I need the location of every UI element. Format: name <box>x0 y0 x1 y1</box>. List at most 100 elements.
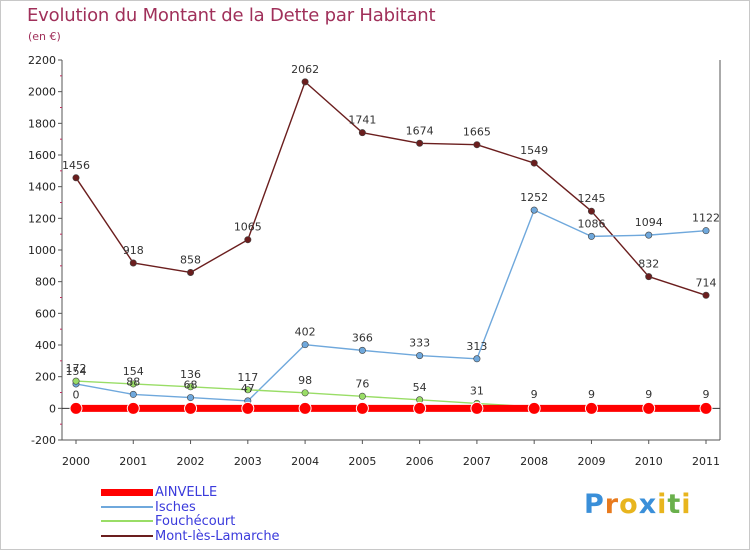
series-line-1 <box>75 209 707 402</box>
y-tick-label: 0 <box>49 402 56 415</box>
data-point <box>129 380 137 388</box>
data-point <box>244 236 252 244</box>
x-tick-label: 2005 <box>348 455 376 468</box>
data-label: 1065 <box>234 221 262 234</box>
legend-swatch-mont-les-lamarche <box>101 534 153 537</box>
data-point <box>301 389 309 397</box>
data-point <box>187 383 195 391</box>
data-label: 832 <box>638 258 659 271</box>
data-point <box>358 129 366 137</box>
data-label: 1674 <box>406 124 434 137</box>
data-point <box>358 392 366 400</box>
y-tick-label: 1800 <box>28 117 56 130</box>
data-label: 333 <box>409 337 430 350</box>
brand-logo: Proxiti <box>584 489 692 520</box>
brand-letter: r <box>604 489 620 520</box>
brand-letter: i <box>681 489 692 520</box>
legend: AINVELLE Isches Fouchécourt Mont-lès-Lam… <box>101 485 361 544</box>
legend-label-isches: Isches <box>155 499 196 515</box>
data-label: 714 <box>696 276 717 289</box>
legend-swatch-isches <box>101 505 153 508</box>
data-point <box>301 78 309 86</box>
data-label: 1245 <box>577 192 605 205</box>
data-point <box>298 401 312 415</box>
y-tick-label: 200 <box>35 371 56 384</box>
x-tick-label: 2007 <box>463 455 491 468</box>
data-label: 1086 <box>577 217 605 230</box>
data-label: 402 <box>295 326 316 339</box>
data-label: 1122 <box>692 212 720 225</box>
x-tick-label: 2008 <box>520 455 548 468</box>
x-tick-label: 2000 <box>62 455 90 468</box>
x-tick-label: 2010 <box>635 455 663 468</box>
data-point <box>72 174 80 182</box>
x-tick-label: 2011 <box>692 455 720 468</box>
legend-swatch-ainvelle <box>101 489 153 496</box>
data-label: 858 <box>180 253 201 266</box>
data-point <box>301 341 309 349</box>
x-tick-label: 2002 <box>177 455 205 468</box>
x-tick-label: 2006 <box>406 455 434 468</box>
data-label: 2062 <box>291 63 319 76</box>
data-point <box>470 401 484 415</box>
data-label: 1665 <box>463 126 491 139</box>
chart-subtitle: (en €) <box>28 30 61 43</box>
y-tick-label: 400 <box>35 339 56 352</box>
data-point <box>244 386 252 394</box>
legend-swatch-fouchecourt <box>101 520 153 522</box>
y-tick-label: -200 <box>31 434 56 447</box>
data-label: 172 <box>66 362 87 375</box>
data-label: 9 <box>588 388 595 401</box>
chart-title: Evolution du Montant de la Dette par Hab… <box>27 5 436 26</box>
data-label: 1252 <box>520 191 548 204</box>
data-point <box>587 207 595 215</box>
data-label: 47 <box>241 382 255 395</box>
brand-letter: o <box>619 489 639 520</box>
data-label: 9 <box>703 388 710 401</box>
data-point <box>187 268 195 276</box>
data-point <box>645 231 653 239</box>
legend-item-mont-les-lamarche: Mont-lès-Lamarche <box>101 529 361 544</box>
data-point <box>355 401 369 415</box>
data-point <box>587 232 595 240</box>
data-point <box>416 139 424 147</box>
data-point <box>129 259 137 267</box>
data-label: 68 <box>184 379 198 392</box>
brand-letter: x <box>638 489 658 520</box>
data-point <box>129 390 137 398</box>
data-label: 313 <box>466 340 487 353</box>
data-point <box>126 401 140 415</box>
data-label: 1456 <box>62 159 90 172</box>
data-point <box>241 401 255 415</box>
data-label: 1549 <box>520 144 548 157</box>
data-point <box>530 206 538 214</box>
data-label: 98 <box>298 374 312 387</box>
legend-item-fouchecourt: Fouchécourt <box>101 514 361 529</box>
data-label: 918 <box>123 244 144 257</box>
data-point <box>645 273 653 281</box>
brand-letter: t <box>667 489 682 520</box>
x-tick-label: 2001 <box>119 455 147 468</box>
data-label: 88 <box>126 375 140 388</box>
y-tick-label: 1000 <box>28 244 56 257</box>
data-label: 136 <box>180 368 201 381</box>
y-tick-label: 600 <box>35 307 56 320</box>
brand-letter: P <box>584 489 605 520</box>
data-point <box>416 352 424 360</box>
data-point <box>413 401 427 415</box>
y-tick-label: 1400 <box>28 181 56 194</box>
legend-label-ainvelle: AINVELLE <box>155 485 218 500</box>
x-tick-label: 2003 <box>234 455 262 468</box>
data-point <box>702 227 710 235</box>
data-point <box>527 401 541 415</box>
data-label: 9 <box>645 388 652 401</box>
data-label: 1094 <box>635 216 663 229</box>
brand-letter: i <box>657 489 668 520</box>
data-point <box>702 291 710 299</box>
data-label: 117 <box>237 371 258 384</box>
y-tick-label: 800 <box>35 276 56 289</box>
data-label: 0 <box>73 388 80 401</box>
data-point <box>72 377 80 385</box>
